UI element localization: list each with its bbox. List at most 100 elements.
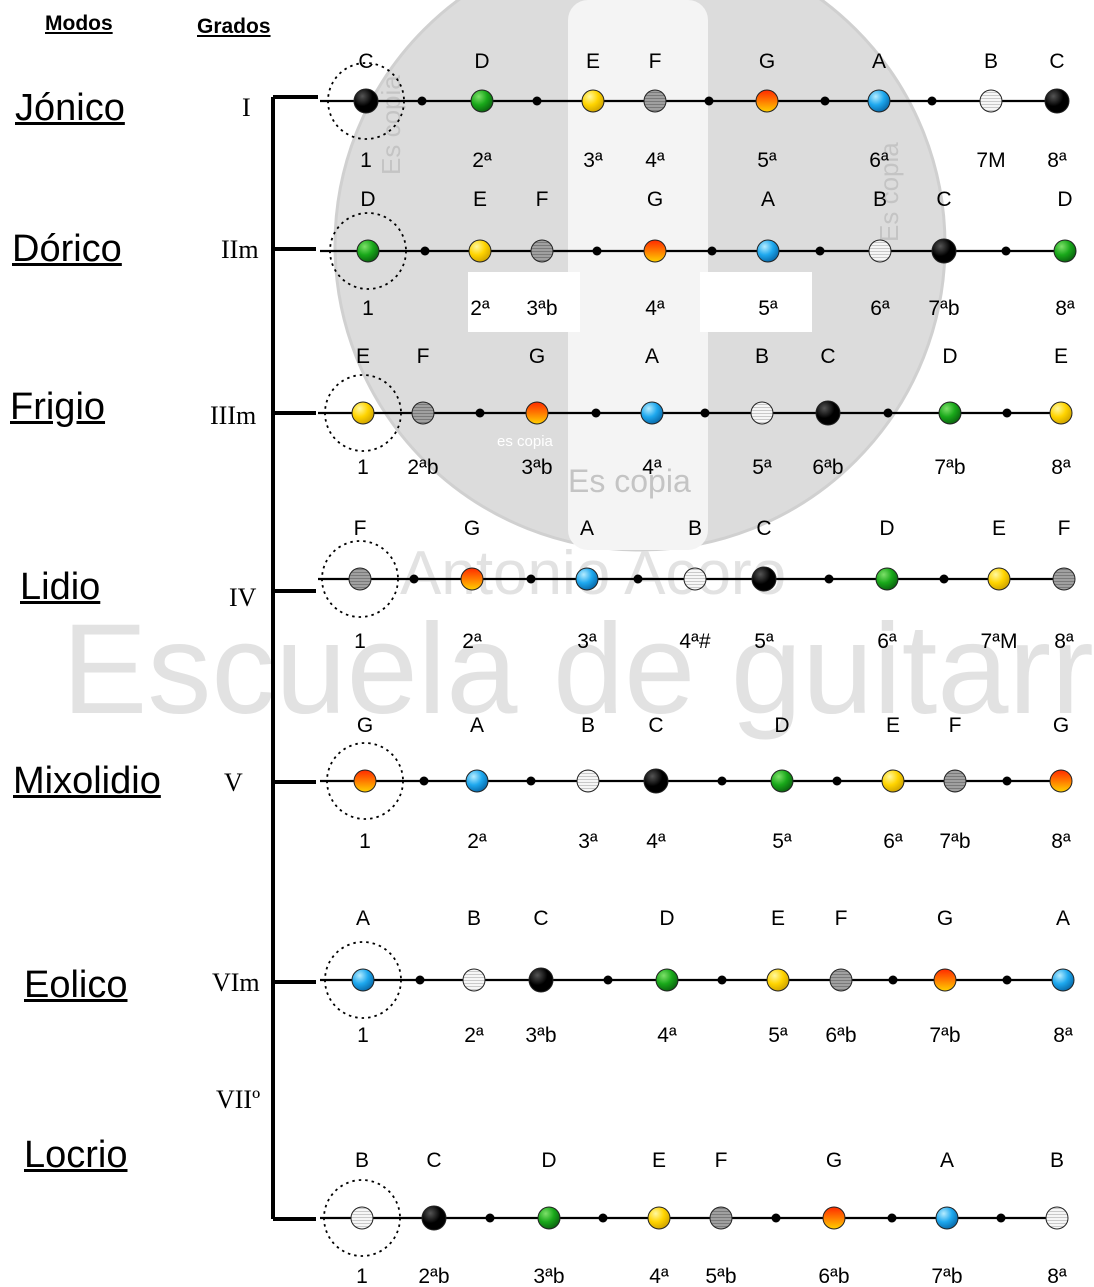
note-marker-f: [943, 769, 967, 793]
note-marker-a: [640, 401, 664, 425]
mode-name-frigio: Frigio: [10, 386, 106, 428]
note-marker-c: [815, 400, 841, 426]
tonic-highlight-circle: [324, 941, 402, 1019]
step-dot: [1002, 975, 1012, 985]
step-dot: [475, 408, 485, 418]
degree-label: 1: [362, 297, 374, 320]
note-marker-b: [462, 968, 486, 992]
degree-label: 2ªb: [418, 1265, 449, 1287]
degree-label: 2ª: [464, 1024, 484, 1047]
watermark-text-side-2: Es copia: [874, 142, 904, 242]
degree-label: 8ª: [1051, 830, 1071, 853]
mode-name-eolico: Eolico: [24, 964, 128, 1006]
grado-i: I: [242, 93, 251, 122]
note-name: B: [688, 517, 702, 540]
note-name: C: [1049, 50, 1064, 73]
degree-label: 6ª: [869, 149, 889, 172]
note-marker-d: [537, 1206, 561, 1230]
note-name: B: [355, 1149, 369, 1172]
mode-name-jonico: Jónico: [15, 87, 125, 129]
degree-label: 2ª: [462, 630, 482, 653]
step-dot: [409, 574, 419, 584]
step-dot: [526, 574, 536, 584]
note-marker-g: [353, 769, 377, 793]
note-marker-g: [643, 239, 667, 263]
degree-label: 8ª: [1054, 630, 1074, 653]
note-name: C: [426, 1149, 441, 1172]
tonic-highlight-circle: [324, 374, 402, 452]
degree-label: 1: [360, 149, 372, 172]
degree-label: 4ª: [645, 297, 665, 320]
mode-row-mixolidio: G 1 A 2ª B 3ª C 4ª D 5ª E 6ª F 7ªb G 8ª: [320, 714, 1073, 853]
note-name: A: [940, 1149, 954, 1172]
degree-label: 5ª: [758, 297, 778, 320]
degree-label: 7ªb: [939, 830, 970, 853]
step-dot: [927, 96, 937, 106]
note-name: C: [820, 345, 835, 368]
degree-label: 2ª: [467, 830, 487, 853]
note-name: A: [356, 907, 370, 930]
header-modos: Modos: [45, 12, 113, 35]
note-name: E: [652, 1149, 666, 1172]
note-marker-b: [576, 769, 600, 793]
degree-label: 1: [357, 1024, 369, 1047]
note-marker-d: [770, 769, 794, 793]
degree-label: 6ª: [883, 830, 903, 853]
degree-label: 4ª: [657, 1024, 677, 1047]
note-marker-g: [933, 968, 957, 992]
note-name: D: [1057, 188, 1072, 211]
note-marker-f: [348, 567, 372, 591]
note-marker-c: [1044, 88, 1070, 114]
note-name: E: [771, 907, 785, 930]
mode-row-locrio: B 1 C 2ªb D 3ªb E 4ª F 5ªb G 6ªb A 7ªb B 8ª: [320, 1149, 1069, 1287]
degree-label: 1: [357, 456, 369, 479]
note-name: D: [360, 188, 375, 211]
grado-iim: IIm: [221, 235, 259, 264]
note-name: A: [470, 714, 484, 737]
note-name: G: [1053, 714, 1069, 737]
note-marker-a: [575, 567, 599, 591]
watermark-text-side-1: Es copia: [376, 75, 406, 175]
note-marker-f: [411, 401, 435, 425]
header-grados: Grados: [197, 15, 271, 38]
step-dot: [717, 975, 727, 985]
step-dot: [419, 776, 429, 786]
note-marker-e: [1049, 401, 1073, 425]
note-name: D: [774, 714, 789, 737]
note-name: F: [835, 907, 848, 930]
note-marker-a: [935, 1206, 959, 1230]
note-marker-b: [1045, 1206, 1069, 1230]
watermark-logo-right-cut: [700, 272, 812, 332]
note-marker-d: [356, 239, 380, 263]
note-name: A: [580, 517, 594, 540]
note-marker-c: [421, 1205, 447, 1231]
degree-label: 3ªb: [533, 1265, 564, 1287]
degree-label: 7ªb: [931, 1265, 962, 1287]
note-name: B: [581, 714, 595, 737]
degree-label: 3ª: [578, 830, 598, 853]
degree-label: 8ª: [1053, 1024, 1073, 1047]
note-name: B: [1050, 1149, 1064, 1172]
note-marker-c: [931, 238, 957, 264]
degree-label: 5ª: [772, 830, 792, 853]
degree-label: 5ª: [752, 456, 772, 479]
degree-label: 3ª: [577, 630, 597, 653]
mode-name-mixolidio: Mixolidio: [13, 760, 161, 802]
note-name: G: [464, 517, 480, 540]
degree-label: 4ª#: [679, 630, 710, 653]
tonic-highlight-circle: [321, 540, 399, 618]
note-name: B: [873, 188, 887, 211]
note-name: C: [533, 907, 548, 930]
mode-row-lidio: F 1 G 2ª A 3ª B 4ª# C 5ª D 6ª E 7ªM F 8ª: [318, 517, 1076, 653]
step-dot: [887, 1213, 897, 1223]
note-name: C: [648, 714, 663, 737]
note-name: F: [949, 714, 962, 737]
note-marker-e: [766, 968, 790, 992]
note-name: E: [356, 345, 370, 368]
note-name: B: [467, 907, 481, 930]
step-dot: [417, 96, 427, 106]
note-name: G: [826, 1149, 842, 1172]
degree-label: 2ªb: [407, 456, 438, 479]
